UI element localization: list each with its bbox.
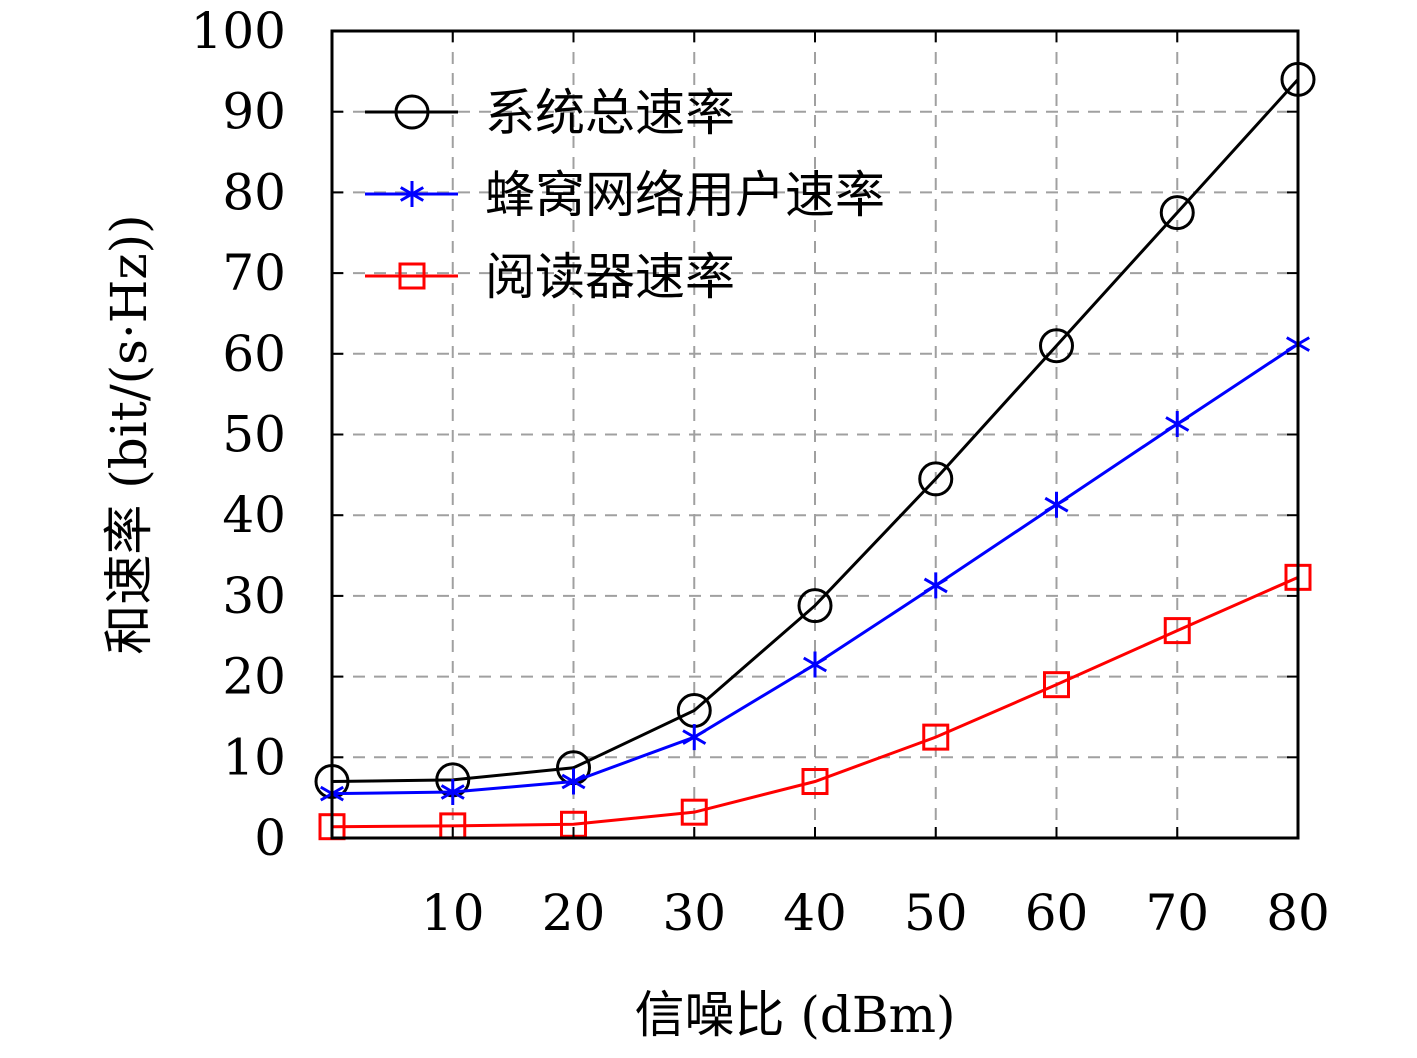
data-point	[802, 651, 828, 678]
data-point	[918, 461, 954, 497]
data-point	[1044, 491, 1069, 518]
data-point	[561, 768, 586, 795]
y-axis-label: 和速率 (bit/(s·Hz))	[100, 214, 158, 654]
y-tick-label: 70	[222, 244, 286, 302]
legend-marker	[399, 181, 425, 207]
data-point	[1039, 328, 1074, 364]
data-point	[680, 798, 708, 826]
y-tick-label: 50	[222, 406, 286, 464]
legend-entry-3: 阅读器速率	[365, 248, 735, 306]
series-line	[331, 78, 1300, 784]
x-tick-label: 80	[1266, 884, 1330, 942]
grid	[332, 31, 1298, 838]
legend-entry-2: 蜂窝网络用户速率	[365, 166, 885, 224]
series-2	[319, 331, 1311, 807]
series-line	[331, 575, 1299, 829]
y-tick-label: 100	[191, 2, 286, 60]
data-point	[682, 724, 707, 751]
y-tick-label: 40	[222, 486, 286, 544]
data-point	[801, 768, 829, 796]
y-tick-label: 20	[222, 648, 286, 706]
y-tick-label: 60	[222, 325, 286, 383]
y-tick-label: 10	[222, 728, 286, 786]
data-point	[1159, 195, 1195, 231]
legend-label: 阅读器速率	[485, 248, 735, 306]
x-tick-label: 10	[421, 884, 485, 942]
data-point	[440, 779, 465, 806]
legend-marker	[394, 94, 430, 130]
x-tick-label: 50	[904, 884, 968, 942]
legend-entry-1: 系统总速率	[365, 84, 735, 142]
legend-marker	[398, 262, 426, 290]
x-tick-label: 30	[662, 884, 726, 942]
x-axis-label: 信噪比 (dBm)	[634, 986, 955, 1044]
axis-ticks: 10 20 30 40 50 60 70 80 0 10 20 30 40 50 60 70 80 90 100	[191, 2, 1330, 942]
legend-label: 蜂窝网络用户速率	[485, 166, 885, 224]
data-point	[1163, 617, 1191, 645]
y-tick-label: 0	[254, 809, 286, 867]
data-point	[923, 572, 948, 599]
plot-series	[314, 61, 1316, 841]
y-tick-label: 80	[222, 163, 286, 221]
data-point	[1165, 411, 1190, 438]
x-tick-label: 40	[783, 884, 847, 942]
y-tick-label: 30	[222, 567, 286, 625]
data-point	[1043, 671, 1070, 699]
x-tick-label: 60	[1025, 884, 1089, 942]
y-tick-label: 90	[222, 83, 286, 141]
legend-label: 系统总速率	[485, 84, 735, 142]
x-tick-label: 70	[1145, 884, 1209, 942]
data-point	[797, 588, 833, 624]
x-tick-label: 20	[542, 884, 606, 942]
data-point	[922, 723, 950, 751]
